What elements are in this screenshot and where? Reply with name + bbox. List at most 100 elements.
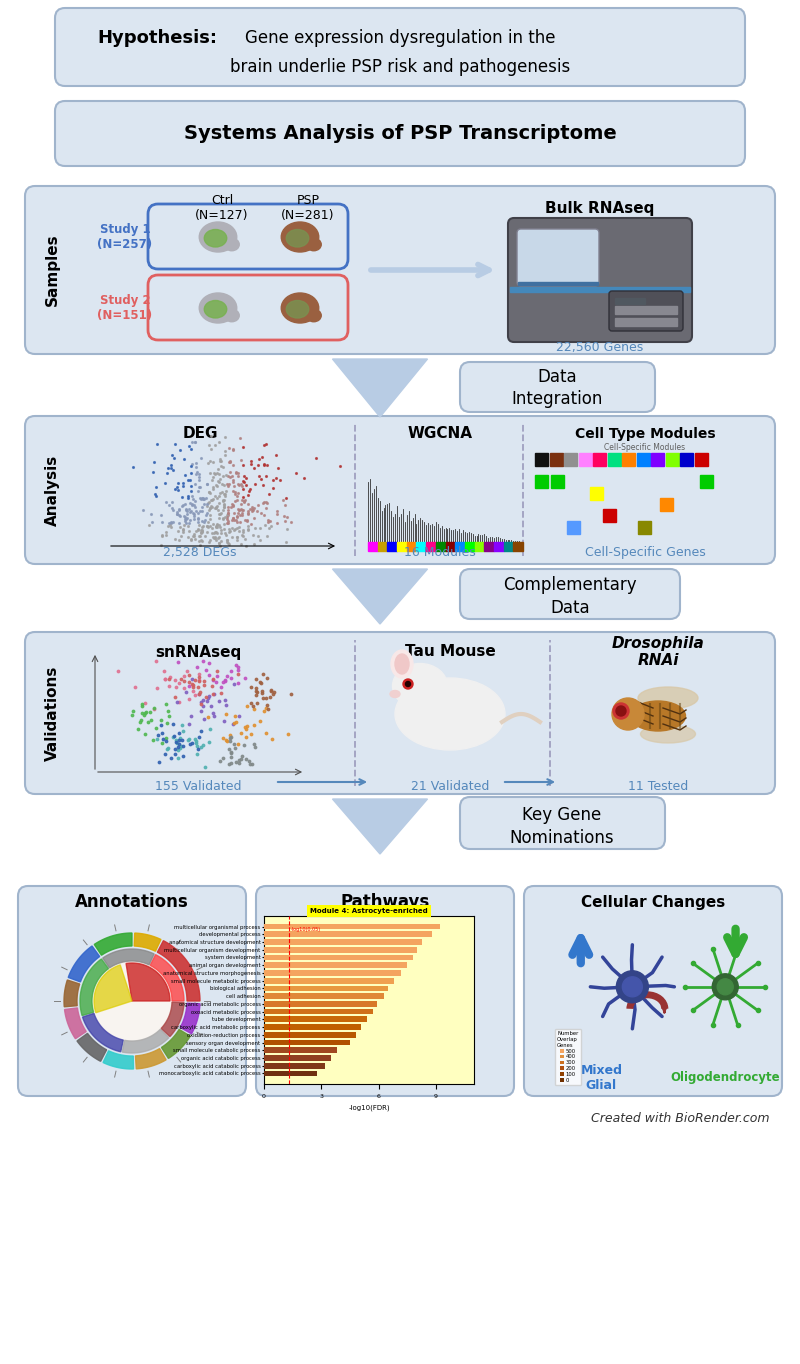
Text: Cell Type Modules: Cell Type Modules — [574, 427, 715, 441]
FancyBboxPatch shape — [508, 218, 692, 342]
Bar — [590, 487, 603, 501]
Bar — [417, 542, 426, 551]
Text: snRNAseq: snRNAseq — [155, 645, 241, 660]
Polygon shape — [102, 949, 154, 968]
Bar — [578, 453, 591, 466]
FancyBboxPatch shape — [25, 186, 775, 355]
Text: Bulk RNAseq: Bulk RNAseq — [546, 201, 654, 216]
Bar — [504, 542, 514, 551]
Ellipse shape — [391, 651, 413, 678]
Bar — [607, 453, 621, 466]
Ellipse shape — [630, 701, 686, 731]
Legend: 500, 400, 300, 200, 100, 0: 500, 400, 300, 200, 100, 0 — [555, 1030, 581, 1084]
Bar — [567, 521, 580, 533]
Bar — [264, 1048, 337, 1053]
Ellipse shape — [286, 229, 309, 247]
Bar — [446, 542, 455, 551]
Text: Drosophila
RNAi: Drosophila RNAi — [612, 636, 704, 668]
FancyBboxPatch shape — [148, 276, 348, 340]
Bar — [387, 542, 397, 551]
Polygon shape — [68, 947, 100, 982]
Bar — [264, 1063, 325, 1068]
Bar — [550, 453, 562, 466]
Bar — [651, 453, 664, 466]
FancyBboxPatch shape — [55, 8, 745, 86]
Ellipse shape — [282, 222, 318, 252]
Polygon shape — [65, 1008, 86, 1039]
Bar — [694, 453, 707, 466]
Bar — [622, 453, 635, 466]
Bar — [264, 1056, 331, 1061]
Ellipse shape — [638, 687, 698, 709]
Polygon shape — [134, 933, 161, 951]
Text: Hypothesis:: Hypothesis: — [97, 29, 217, 46]
FancyBboxPatch shape — [256, 887, 514, 1097]
Bar — [535, 453, 548, 466]
Bar — [518, 282, 598, 285]
FancyBboxPatch shape — [460, 569, 680, 619]
Bar — [264, 923, 440, 929]
Bar — [615, 318, 677, 326]
Title: Module 4: Astrocyte-enriched: Module 4: Astrocyte-enriched — [310, 908, 428, 914]
Circle shape — [403, 679, 413, 689]
FancyBboxPatch shape — [25, 416, 775, 563]
Ellipse shape — [282, 293, 318, 323]
Bar — [660, 498, 673, 512]
Bar — [264, 1071, 318, 1076]
Bar — [465, 542, 474, 551]
Bar — [510, 286, 690, 292]
Bar — [637, 453, 650, 466]
Polygon shape — [64, 979, 80, 1007]
Bar — [397, 542, 406, 551]
Bar — [264, 1024, 362, 1030]
Text: 2,528 DEGs: 2,528 DEGs — [163, 546, 237, 559]
Ellipse shape — [393, 663, 447, 708]
Text: Complementary
Data: Complementary Data — [503, 576, 637, 617]
Bar — [264, 962, 407, 968]
Ellipse shape — [224, 310, 239, 322]
Text: Tau Mouse: Tau Mouse — [405, 645, 495, 660]
Bar — [551, 475, 564, 488]
Text: Gene expression dysregulation in the: Gene expression dysregulation in the — [245, 29, 555, 46]
Text: Validations: Validations — [45, 666, 59, 761]
FancyBboxPatch shape — [18, 887, 246, 1097]
Polygon shape — [82, 1013, 123, 1052]
Circle shape — [612, 698, 644, 730]
Bar — [564, 453, 577, 466]
Bar — [593, 453, 606, 466]
Bar — [666, 453, 678, 466]
Ellipse shape — [286, 300, 309, 318]
Bar — [264, 1001, 377, 1007]
Circle shape — [616, 707, 626, 716]
Text: 21 Validated: 21 Validated — [411, 779, 489, 792]
Text: Annotations: Annotations — [75, 893, 189, 911]
Text: -log10(0.05): -log10(0.05) — [290, 926, 321, 932]
Bar — [700, 475, 713, 488]
FancyBboxPatch shape — [460, 361, 655, 412]
Bar — [264, 986, 388, 992]
Text: 22,560 Genes: 22,560 Genes — [556, 341, 644, 355]
Bar — [514, 542, 523, 551]
Text: WGCNA: WGCNA — [407, 427, 473, 442]
Polygon shape — [158, 941, 200, 1001]
Circle shape — [616, 971, 648, 1003]
Polygon shape — [161, 1003, 184, 1037]
Ellipse shape — [199, 293, 237, 323]
Polygon shape — [126, 963, 170, 1001]
FancyBboxPatch shape — [25, 632, 775, 794]
Polygon shape — [94, 964, 132, 1012]
Circle shape — [406, 682, 410, 686]
Text: Cellular Changes: Cellular Changes — [581, 895, 725, 910]
Text: DEG: DEG — [182, 427, 218, 442]
Bar — [455, 542, 465, 551]
Bar — [264, 970, 402, 975]
Bar — [406, 542, 417, 551]
Bar — [494, 542, 504, 551]
Polygon shape — [122, 1030, 169, 1053]
Bar — [264, 1033, 356, 1038]
Bar — [615, 306, 677, 314]
FancyBboxPatch shape — [609, 291, 683, 331]
FancyBboxPatch shape — [460, 797, 665, 848]
Polygon shape — [103, 1050, 134, 1069]
Ellipse shape — [204, 300, 226, 318]
